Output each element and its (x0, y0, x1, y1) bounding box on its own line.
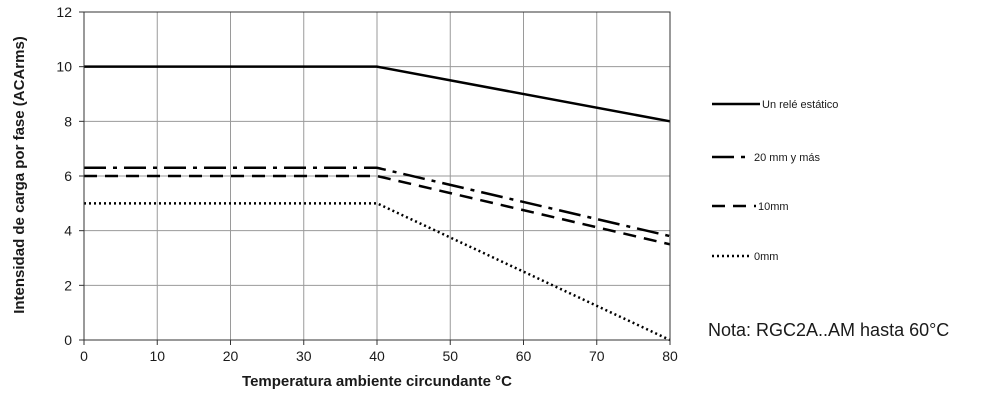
legend-label-4: 0mm (754, 251, 778, 263)
series-line-2 (84, 166, 671, 238)
y-tick-label: 4 (64, 223, 72, 239)
legend-label-1: Un relé estático (762, 99, 838, 111)
y-tick-label: 2 (64, 277, 72, 293)
x-tick-label: 30 (296, 348, 312, 364)
legend-label-2: 20 mm y más (754, 152, 821, 164)
x-tick-label: 20 (223, 348, 239, 364)
series-line-3 (84, 174, 671, 246)
x-tick-label: 70 (589, 348, 605, 364)
legend-label-3: 10mm (758, 201, 789, 213)
y-tick-label: 0 (64, 332, 72, 348)
x-tick-label: 80 (662, 348, 678, 364)
y-tick-label: 10 (56, 59, 72, 75)
legend: Un relé estático 20 mm y más 10mm 0mm (712, 99, 838, 263)
series-line-1 (84, 65, 671, 123)
x-tick-label: 0 (80, 348, 88, 364)
series-lines (84, 65, 671, 342)
y-tick-label: 12 (56, 4, 72, 20)
x-axis-title: Temperatura ambiente circundante °C (242, 373, 512, 390)
y-tick-label: 8 (64, 113, 72, 129)
x-tick-label: 10 (149, 348, 165, 364)
y-tick-label: 6 (64, 168, 72, 184)
y-axis-title: Intensidad de carga por fase (ACArms) (11, 36, 28, 314)
x-tick-label: 50 (442, 348, 458, 364)
note-annotation: Nota: RGC2A..AM hasta 60°C (708, 320, 949, 340)
x-tick-label: 60 (516, 348, 532, 364)
axes: 0 10 20 30 40 50 60 70 80 0 2 4 6 8 10 12 (56, 4, 678, 364)
x-tick-label: 40 (369, 348, 385, 364)
